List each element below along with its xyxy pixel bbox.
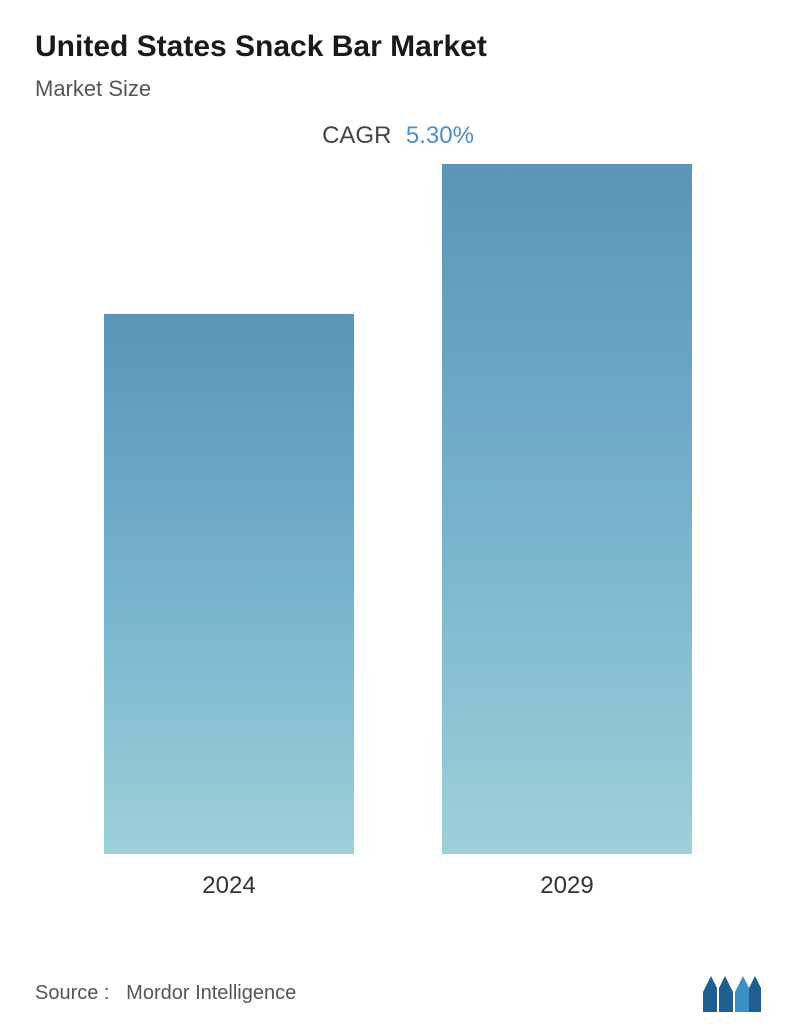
cagr-row: CAGR 5.30%: [35, 122, 761, 150]
bar-0: [104, 314, 354, 854]
source-text: Source : Mordor Intelligence: [35, 982, 296, 1005]
bar-1: [442, 164, 692, 854]
brand-logo-icon: [703, 974, 761, 1012]
chart-footer: Source : Mordor Intelligence: [35, 974, 761, 1012]
chart-subtitle: Market Size: [35, 76, 761, 102]
source-name: Mordor Intelligence: [126, 982, 296, 1004]
bar-group-0: 2024: [89, 314, 369, 900]
bar-group-1: 2029: [427, 164, 707, 900]
chart-title: United States Snack Bar Market: [35, 30, 761, 64]
cagr-label: CAGR: [322, 122, 391, 149]
source-label: Source :: [35, 982, 109, 1004]
bar-label-0: 2024: [202, 872, 255, 900]
bar-label-1: 2029: [540, 872, 593, 900]
cagr-value: 5.30%: [406, 122, 474, 149]
chart-area: 2024 2029: [35, 180, 761, 900]
